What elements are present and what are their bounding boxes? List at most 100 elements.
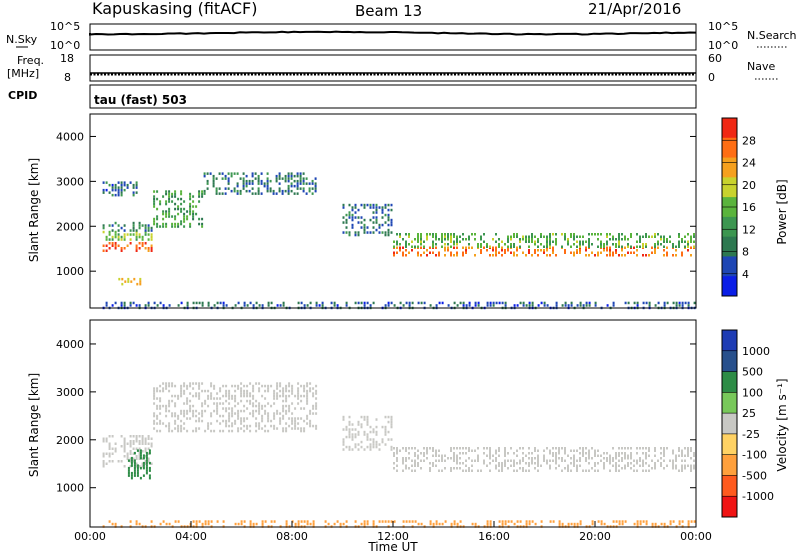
range-gate-cell xyxy=(153,397,156,400)
range-gate-cell xyxy=(240,522,243,526)
range-gate-cell xyxy=(585,459,587,462)
range-gate-cell xyxy=(147,229,150,232)
range-gate-cell xyxy=(225,389,228,393)
range-gate-cell xyxy=(570,449,572,452)
range-gate-cell xyxy=(663,301,666,305)
range-gate-cell xyxy=(311,192,314,195)
range-gate-cell xyxy=(501,522,504,526)
range-gate-cell xyxy=(266,172,269,175)
range-gate-cell xyxy=(429,467,431,470)
range-gate-cell xyxy=(114,442,117,445)
range-gate-cell xyxy=(124,280,127,283)
range-gate-cell xyxy=(549,459,551,462)
range-gate-cell xyxy=(201,389,204,393)
range-gate-cell xyxy=(411,240,413,243)
range-gate-cell xyxy=(594,469,596,472)
range-gate-cell xyxy=(162,195,165,198)
range-gate-cell xyxy=(267,387,270,390)
range-gate-cell xyxy=(159,412,162,415)
range-gate-cell xyxy=(615,243,617,246)
range-gate-cell xyxy=(489,245,491,248)
range-gate-cell xyxy=(603,467,605,470)
range-gate-cell xyxy=(159,399,162,403)
range-gate-cell xyxy=(291,417,294,420)
range-gate-cell xyxy=(246,427,249,430)
range-gate-cell xyxy=(597,238,599,241)
power-ylabel: Slant Range [km] xyxy=(27,158,41,262)
range-gate-cell xyxy=(135,522,138,526)
range-gate-cell xyxy=(162,304,165,307)
range-gate-cell xyxy=(426,235,428,238)
range-gate-cell xyxy=(660,522,663,526)
range-gate-cell xyxy=(378,206,381,209)
range-gate-cell xyxy=(684,301,687,305)
range-gate-cell xyxy=(552,249,554,252)
range-gate-cell xyxy=(513,522,516,526)
range-gate-cell xyxy=(504,520,507,523)
range-gate-cell xyxy=(291,412,294,415)
range-gate-cell xyxy=(177,212,180,216)
range-gate-cell xyxy=(303,384,306,388)
range-gate-cell xyxy=(576,469,578,472)
range-gate-cell xyxy=(245,174,248,178)
range-gate-cell xyxy=(663,254,665,257)
range-gate-cell xyxy=(312,522,315,526)
range-gate-cell xyxy=(276,409,279,413)
range-gate-cell xyxy=(177,222,180,226)
range-gate-cell xyxy=(333,301,336,305)
range-gate-cell xyxy=(381,231,384,234)
range-gate-cell xyxy=(474,449,476,452)
range-gate-cell xyxy=(133,277,136,281)
range-gate-cell xyxy=(396,459,398,462)
range-gate-cell xyxy=(387,231,390,234)
range-gate-cell xyxy=(129,181,132,184)
range-gate-cell xyxy=(138,442,141,445)
range-gate-cell xyxy=(426,447,428,450)
range-gate-cell xyxy=(174,520,177,523)
range-gate-cell xyxy=(675,457,677,460)
range-gate-cell xyxy=(546,304,549,307)
range-gate-cell xyxy=(552,452,554,455)
range-gate-cell xyxy=(123,301,126,305)
range-gate-cell xyxy=(462,301,465,305)
range-gate-cell xyxy=(543,457,545,460)
range-gate-cell xyxy=(117,188,120,192)
range-gate-cell xyxy=(384,233,387,237)
range-gate-cell xyxy=(168,195,171,198)
range-gate-cell xyxy=(600,520,603,523)
range-gate-cell xyxy=(180,192,183,196)
range-gate-cell xyxy=(270,424,273,428)
range-gate-cell xyxy=(693,235,695,238)
range-gate-cell xyxy=(147,452,150,455)
range-gate-cell xyxy=(453,520,456,523)
range-gate-cell xyxy=(468,457,470,460)
range-gate-cell xyxy=(228,407,231,410)
range-gate-cell xyxy=(225,422,228,425)
range-gate-cell xyxy=(678,304,681,307)
range-gate-cell xyxy=(126,244,129,247)
range-gate-cell xyxy=(648,464,650,467)
range-gate-cell xyxy=(537,254,539,257)
range-gate-cell xyxy=(366,438,369,441)
range-gate-cell xyxy=(534,235,536,238)
range-gate-cell xyxy=(180,427,183,430)
range-gate-cell xyxy=(387,304,390,307)
range-gate-cell xyxy=(153,197,156,201)
range-gate-cell xyxy=(588,452,590,455)
range-gate-cell xyxy=(201,225,204,228)
range-gate-cell xyxy=(272,189,275,193)
range-gate-cell xyxy=(627,464,629,467)
range-gate-cell xyxy=(168,409,171,413)
range-gate-cell xyxy=(402,469,404,472)
range-gate-cell xyxy=(105,304,108,307)
range-gate-cell xyxy=(144,247,147,250)
range-gate-cell xyxy=(150,442,153,445)
range-gate-cell xyxy=(108,247,111,250)
range-gate-cell xyxy=(441,469,443,472)
range-gate-cell xyxy=(345,213,348,217)
range-gate-cell xyxy=(192,414,195,418)
range-gate-cell xyxy=(450,240,452,243)
range-gate-cell xyxy=(573,238,575,241)
range-gate-cell xyxy=(138,304,141,307)
range-gate-cell xyxy=(603,457,605,460)
